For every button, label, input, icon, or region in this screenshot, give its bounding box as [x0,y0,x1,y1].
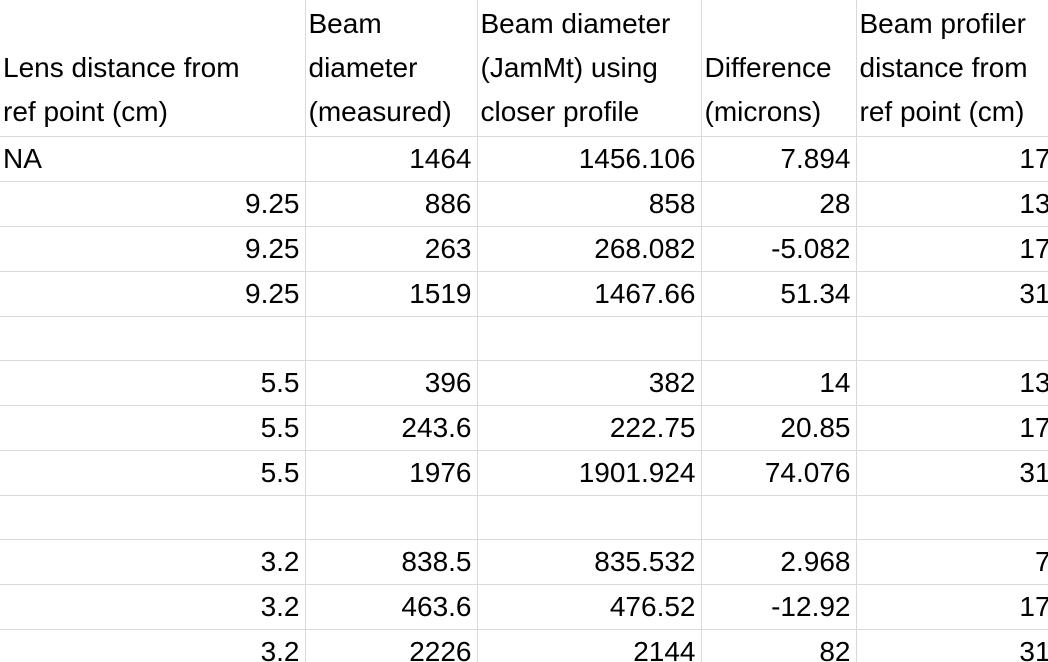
cell-profiler-distance[interactable]: 31.25 [855,628,1048,662]
cell-beam-measured[interactable]: 1976 [304,449,478,496]
cell-lens-distance[interactable]: 5.5 [0,359,306,406]
cell-lens-distance[interactable]: 5.5 [0,404,306,451]
cell-lens-distance[interactable]: 3.2 [0,583,306,630]
cell-beam-jammt[interactable]: 476.52 [476,583,702,630]
cell-difference[interactable]: 7.894 [700,135,857,182]
header-line: Beam profiler [859,7,1027,39]
header-line: Difference [704,51,832,83]
cell-profiler-distance[interactable]: 17.75 [855,404,1048,451]
table-row: 5.5 1976 1901.924 74.076 31.25 [0,449,1048,496]
header-line: diameter [308,51,418,83]
cell-beam-jammt[interactable]: 382 [476,359,702,406]
cell-beam-measured[interactable]: 396 [304,359,478,406]
header-line: (JamMt) using [480,51,658,83]
cell-profiler-distance[interactable]: 13.25 [855,180,1048,227]
cell-beam-measured[interactable]: 2226 [304,628,478,662]
cell-lens-distance[interactable]: NA [0,135,306,182]
header-line: distance from [859,51,1028,83]
cell-difference[interactable]: 28 [700,180,857,227]
table-row: NA 1464 1456.106 7.894 17.75 [0,135,1048,182]
table-row: 3.2 838.5 835.532 2.968 7.25 [0,538,1048,585]
cell-profiler-distance[interactable]: 17.75 [855,225,1048,272]
table-row: 9.25 1519 1467.66 51.34 31.25 [0,270,1048,317]
cell-empty[interactable] [0,494,306,540]
cell-empty[interactable] [700,315,857,361]
header-line: ref point (cm) [3,95,168,127]
cell-difference[interactable]: 74.076 [700,449,857,496]
cell-lens-distance[interactable]: 3.2 [0,628,306,662]
cell-lens-distance[interactable]: 9.25 [0,270,306,317]
cell-beam-measured[interactable]: 243.6 [304,404,478,451]
cell-empty[interactable] [304,494,478,540]
cell-beam-jammt[interactable]: 268.082 [476,225,702,272]
cell-beam-measured[interactable]: 1519 [304,270,478,317]
header-cell-difference[interactable]: Difference (microns) [700,0,857,137]
cell-profiler-distance[interactable]: 17.75 [855,135,1048,182]
cell-profiler-distance[interactable]: 17.75 [855,583,1048,630]
cell-lens-distance[interactable]: 9.25 [0,180,306,227]
header-line: Lens distance from [3,51,240,83]
table-row-empty [0,315,1048,361]
cell-empty[interactable] [476,315,702,361]
cell-beam-measured[interactable]: 463.6 [304,583,478,630]
cell-difference[interactable]: 2.968 [700,538,857,585]
header-cell-beam-diameter-measured[interactable]: Beam diameter (measured) [304,0,478,137]
cell-empty[interactable] [0,315,306,361]
header-cell-profiler-distance[interactable]: Beam profiler distance from ref point (c… [855,0,1048,137]
cell-beam-jammt[interactable]: 835.532 [476,538,702,585]
table-row-empty [0,494,1048,540]
header-cell-beam-diameter-jammt[interactable]: Beam diameter (JamMt) using closer profi… [476,0,702,137]
header-line: ref point (cm) [859,95,1025,127]
cell-lens-distance[interactable]: 3.2 [0,538,306,585]
table-row: 3.2 2226 2144 82 31.25 [0,628,1048,662]
header-cell-lens-distance[interactable]: Lens distance from ref point (cm) [0,0,306,137]
header-line: (microns) [704,95,822,127]
cell-beam-measured[interactable]: 838.5 [304,538,478,585]
cell-difference[interactable]: 82 [700,628,857,662]
cell-difference[interactable]: 20.85 [700,404,857,451]
cell-beam-measured[interactable]: 886 [304,180,478,227]
cell-difference[interactable]: 51.34 [700,270,857,317]
cell-profiler-distance[interactable]: 7.25 [855,538,1048,585]
cell-difference[interactable]: -5.082 [700,225,857,272]
cell-profiler-distance[interactable]: 31.25 [855,270,1048,317]
cell-beam-jammt[interactable]: 858 [476,180,702,227]
header-line: Beam diameter [480,7,671,39]
table-row: 9.25 263 268.082 -5.082 17.75 [0,225,1048,272]
cell-difference[interactable]: 14 [700,359,857,406]
cell-empty[interactable] [304,315,478,361]
table-row: 9.25 886 858 28 13.25 [0,180,1048,227]
cell-profiler-distance[interactable]: 31.25 [855,449,1048,496]
cell-empty[interactable] [855,315,1048,361]
cell-empty[interactable] [855,494,1048,540]
table-row: 5.5 243.6 222.75 20.85 17.75 [0,404,1048,451]
cell-profiler-distance[interactable]: 13.25 [855,359,1048,406]
cell-empty[interactable] [700,494,857,540]
cell-beam-jammt[interactable]: 1456.106 [476,135,702,182]
cell-beam-jammt[interactable]: 222.75 [476,404,702,451]
cell-difference[interactable]: -12.92 [700,583,857,630]
cell-lens-distance[interactable]: 5.5 [0,449,306,496]
header-line: (measured) [308,95,452,127]
cell-lens-distance[interactable]: 9.25 [0,225,306,272]
table-row: 5.5 396 382 14 13.25 [0,359,1048,406]
header-line: closer profile [480,95,640,127]
header-line: Beam [308,7,382,39]
cell-beam-jammt[interactable]: 1467.66 [476,270,702,317]
cell-beam-measured[interactable]: 1464 [304,135,478,182]
cell-beam-jammt[interactable]: 1901.924 [476,449,702,496]
cell-empty[interactable] [476,494,702,540]
cell-beam-jammt[interactable]: 2144 [476,628,702,662]
cell-beam-measured[interactable]: 263 [304,225,478,272]
table-row: 3.2 463.6 476.52 -12.92 17.75 [0,583,1048,630]
header-row: Lens distance from ref point (cm) Beam d… [0,0,1048,137]
